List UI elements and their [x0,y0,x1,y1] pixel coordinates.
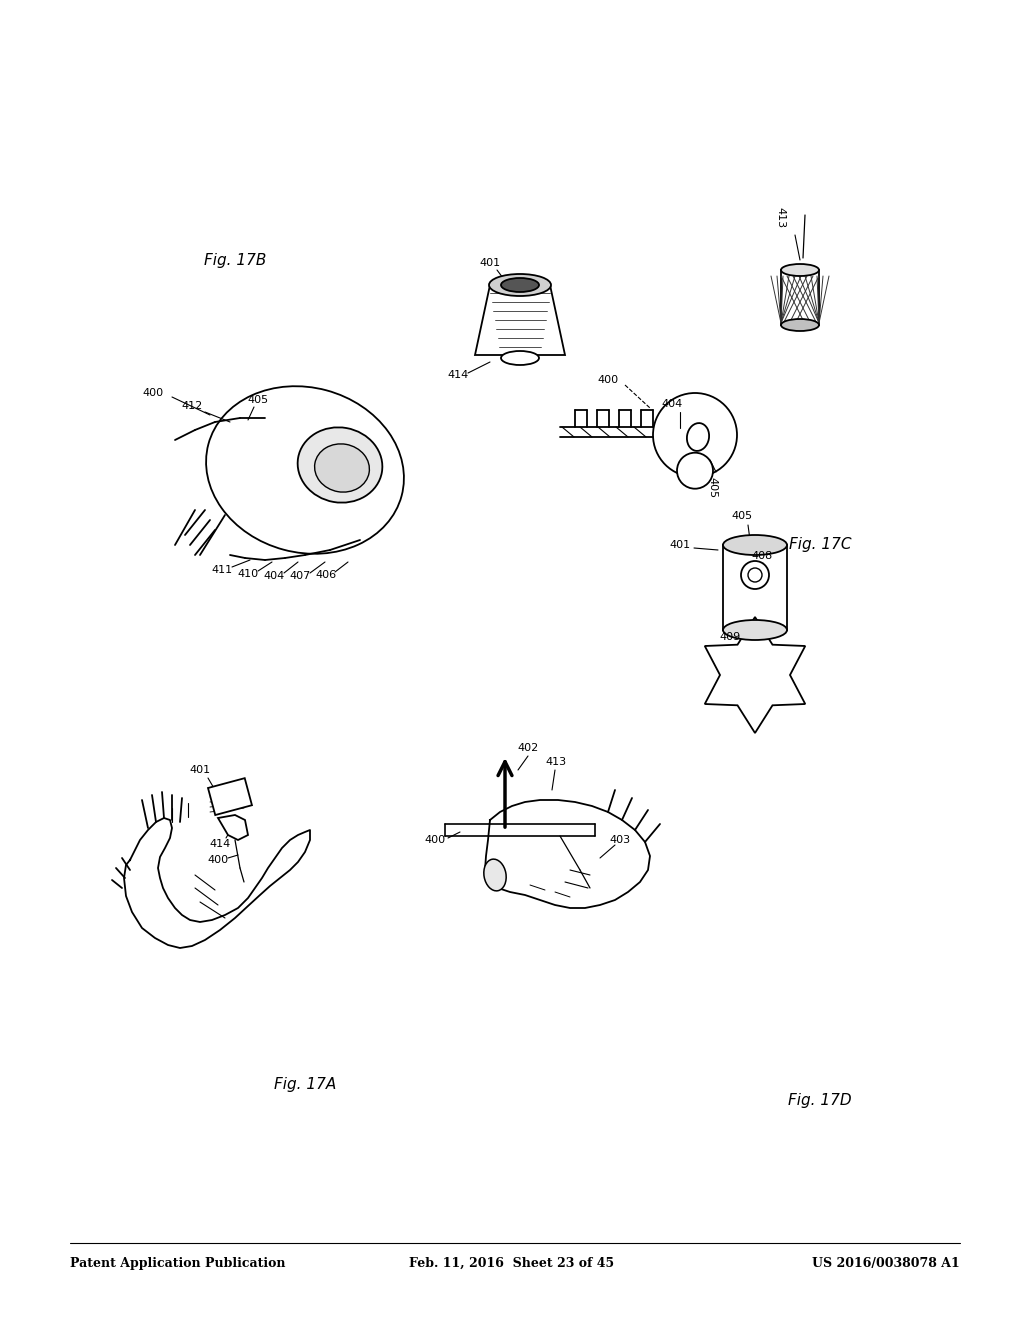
Text: Fig. 17A: Fig. 17A [273,1077,336,1093]
Bar [781,271,819,325]
Text: 403: 403 [609,836,631,845]
Text: Fig. 17B: Fig. 17B [204,252,266,268]
Text: 413: 413 [546,756,566,767]
Text: 401: 401 [670,540,690,550]
Text: 402: 402 [517,743,539,752]
Text: Feb. 11, 2016  Sheet 23 of 45: Feb. 11, 2016 Sheet 23 of 45 [410,1257,614,1270]
Text: 413: 413 [775,207,785,228]
Text: 405: 405 [731,511,753,521]
Ellipse shape [781,319,819,331]
Circle shape [741,561,769,589]
Text: 410: 410 [238,569,259,579]
Text: Fig. 17D: Fig. 17D [788,1093,852,1107]
Circle shape [748,568,762,582]
Text: 405: 405 [248,395,268,405]
Text: 406: 406 [315,570,337,579]
Ellipse shape [687,424,709,451]
Ellipse shape [501,351,539,366]
Text: Patent Application Publication: Patent Application Publication [70,1257,286,1270]
Ellipse shape [314,444,370,492]
Text: 404: 404 [662,399,683,409]
Text: 412: 412 [181,401,203,411]
Ellipse shape [483,859,506,891]
Ellipse shape [206,387,403,554]
Ellipse shape [723,620,787,640]
Ellipse shape [723,535,787,554]
Text: 400: 400 [208,855,228,865]
Text: 407: 407 [290,572,310,581]
Text: 400: 400 [142,388,164,399]
Text: 401: 401 [189,766,211,775]
Text: 405: 405 [707,478,717,499]
Bar [723,545,787,630]
Polygon shape [705,616,805,733]
Text: US 2016/0038078 A1: US 2016/0038078 A1 [812,1257,961,1270]
Ellipse shape [298,428,382,503]
Text: 414: 414 [209,840,230,849]
Circle shape [653,393,737,477]
Text: 400: 400 [597,375,618,385]
Polygon shape [218,814,248,840]
Text: 411: 411 [211,565,232,576]
Circle shape [677,453,713,488]
Text: 414: 414 [447,370,469,380]
Text: 400: 400 [424,836,445,845]
Ellipse shape [489,275,551,296]
Text: 404: 404 [263,572,285,581]
Text: 409: 409 [720,632,740,642]
Ellipse shape [781,264,819,276]
Text: 408: 408 [752,550,773,561]
Ellipse shape [501,279,539,292]
Text: Fig. 17C: Fig. 17C [788,537,851,553]
Text: 401: 401 [479,257,501,268]
Polygon shape [475,285,565,355]
Bar [208,779,252,814]
